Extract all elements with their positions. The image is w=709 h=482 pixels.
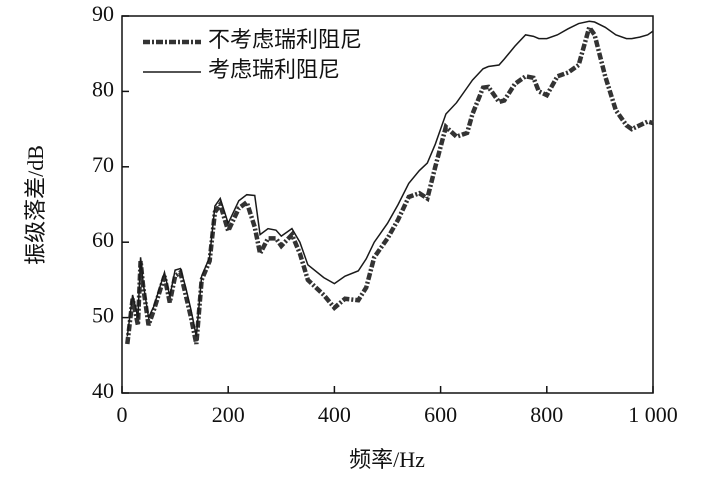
legend-label: 考虑瑞利阻尼 [208,57,340,82]
x-tick-label: 200 [212,402,245,427]
y-tick-label: 90 [92,1,114,26]
legend-label: 不考虑瑞利阻尼 [208,27,362,52]
x-tick-label: 1 000 [628,402,678,427]
y-tick-label: 80 [92,76,114,101]
y-tick-label: 50 [92,303,114,328]
y-axis-label: 振级落差/dB [23,145,48,265]
series-line [125,22,654,345]
x-tick-label: 800 [530,402,563,427]
y-tick-label: 60 [92,227,114,252]
y-tick-label: 70 [92,152,114,177]
x-tick-label: 600 [424,402,457,427]
x-axis-label: 频率/Hz [349,447,425,472]
plot-frame [121,15,654,394]
x-tick-label: 0 [117,402,128,427]
y-tick-label: 40 [92,378,114,403]
series-line [126,20,654,337]
x-tick-label: 400 [318,402,351,427]
